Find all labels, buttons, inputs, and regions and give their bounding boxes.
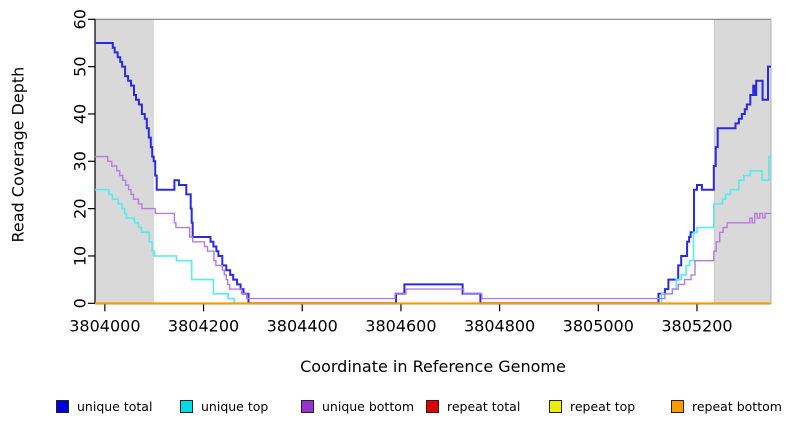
legend-item-repeat-top: repeat top xyxy=(549,399,635,414)
legend-label: repeat bottom xyxy=(692,399,782,414)
y-tick-label: 60 xyxy=(71,9,90,29)
legend-item-unique-top: unique top xyxy=(180,399,268,414)
legend-item-unique-total: unique total xyxy=(56,399,152,414)
legend-swatch-icon xyxy=(671,400,684,413)
legend-label: unique total xyxy=(77,399,153,414)
legend-item-repeat-bottom: repeat bottom xyxy=(671,399,782,414)
y-tick-label: 50 xyxy=(71,56,90,76)
legend-label: repeat total xyxy=(447,399,521,414)
legend-swatch-icon xyxy=(180,400,193,413)
x-tick-label: 3805200 xyxy=(661,316,732,335)
series-unique-top xyxy=(95,155,771,305)
legend-swatch-icon xyxy=(56,400,69,413)
legend-label: unique bottom xyxy=(322,399,415,414)
x-tick-label: 3804200 xyxy=(168,316,239,335)
y-tick-label: 40 xyxy=(71,104,90,124)
x-tick-label: 3805000 xyxy=(563,316,634,335)
legend-swatch-icon xyxy=(301,400,314,413)
highlight-region-right-flank xyxy=(713,18,772,304)
y-tick-label: 20 xyxy=(71,198,90,218)
legend-item-repeat-total: repeat total xyxy=(426,399,520,414)
highlight-region-left-flank xyxy=(94,18,154,304)
y-tick-label: 30 xyxy=(71,151,90,171)
series-unique-bottom xyxy=(95,155,771,300)
series-unique-total xyxy=(95,42,771,305)
x-tick-label: 3804000 xyxy=(69,316,140,335)
legend-label: repeat top xyxy=(570,399,636,414)
legend-item-unique-bottom: unique bottom xyxy=(301,399,414,414)
legend-label: unique top xyxy=(201,399,269,414)
x-tick-label: 3804800 xyxy=(464,316,535,335)
x-axis-title: Coordinate in Reference Genome xyxy=(300,357,566,376)
x-tick-label: 3804600 xyxy=(365,316,436,335)
x-tick-label: 3804400 xyxy=(267,316,338,335)
y-axis-title: Read Coverage Depth xyxy=(8,66,28,243)
legend-swatch-icon xyxy=(426,400,439,413)
y-tick-label: 0 xyxy=(71,298,90,308)
legend-swatch-icon xyxy=(549,400,562,413)
y-tick-label: 10 xyxy=(71,246,90,266)
